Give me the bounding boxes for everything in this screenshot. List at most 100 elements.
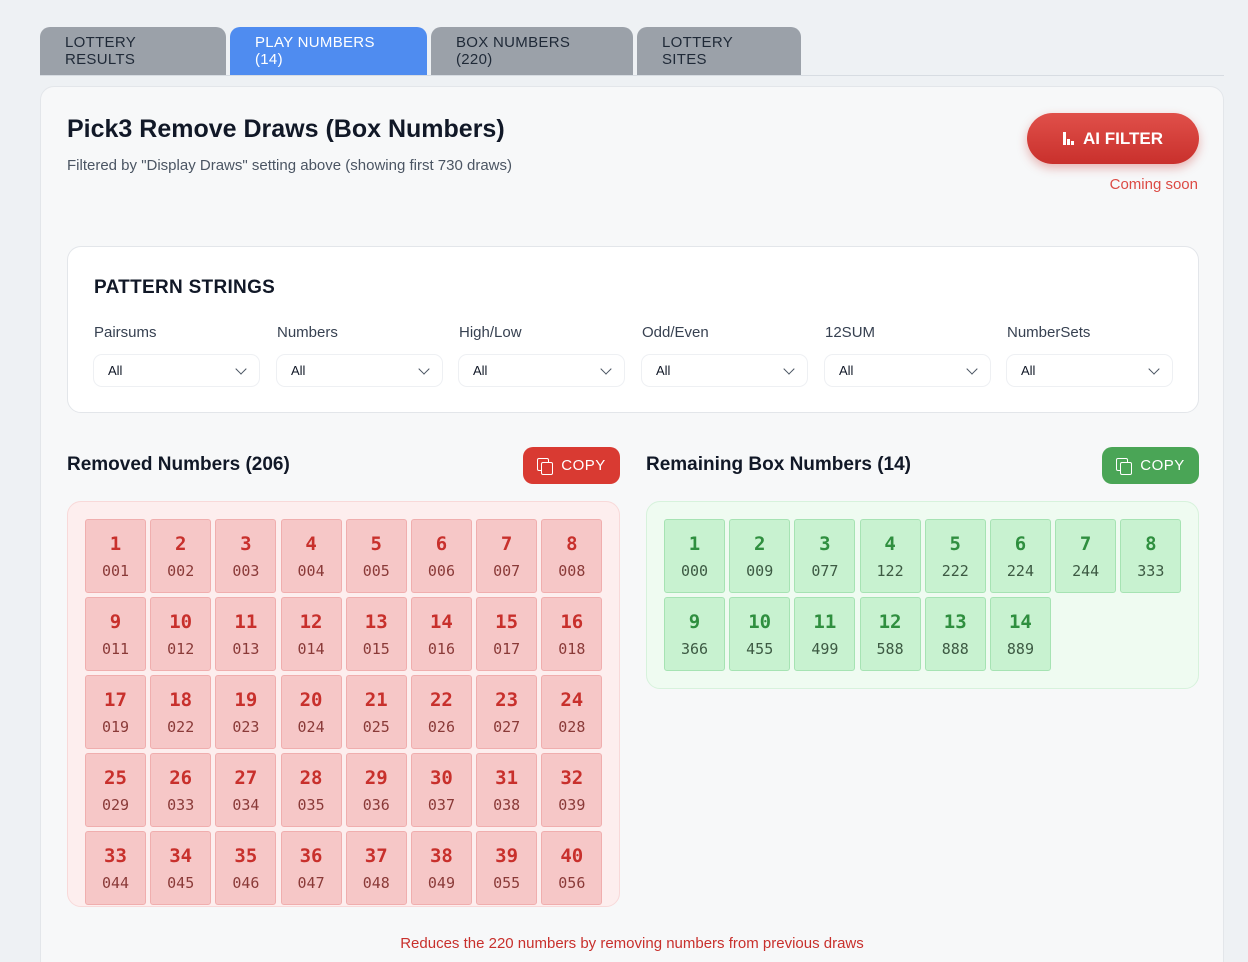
- tab-lottery-sites[interactable]: LOTTERY SITES: [637, 27, 801, 75]
- number-tile[interactable]: 12 014: [280, 597, 342, 671]
- tile-number: 035: [297, 796, 325, 814]
- tile-index: 7: [1079, 533, 1092, 555]
- copy-remaining-button[interactable]: COPY: [1102, 447, 1199, 484]
- number-tile[interactable]: 39 055: [476, 831, 538, 905]
- tile-index: 10: [748, 611, 772, 633]
- tile-number: 122: [876, 562, 904, 580]
- tile-number: 224: [1006, 562, 1034, 580]
- ai-filter-button[interactable]: AI FILTER: [1027, 113, 1199, 164]
- tab-lottery-results[interactable]: LOTTERY RESULTS: [40, 27, 226, 75]
- odd-even-select[interactable]: All: [642, 355, 807, 386]
- number-tile[interactable]: 26 033: [150, 753, 212, 827]
- chevron-down-icon: [235, 362, 247, 375]
- tab-label: BOX NUMBERS (220): [456, 34, 571, 68]
- numbers-select[interactable]: All: [277, 355, 442, 386]
- number-tile[interactable]: 6 224: [989, 519, 1051, 593]
- number-tile[interactable]: 30 037: [410, 753, 472, 827]
- number-tile[interactable]: 3 003: [215, 519, 277, 593]
- tile-number: 014: [297, 640, 325, 658]
- number-tile[interactable]: 35 046: [215, 831, 277, 905]
- number-tile[interactable]: 25 029: [85, 753, 146, 827]
- tile-number: 888: [941, 640, 969, 658]
- filter-pairsums: Pairsums All: [94, 324, 259, 386]
- tile-number: 039: [558, 796, 586, 814]
- number-tile[interactable]: 33 044: [85, 831, 146, 905]
- chevron-down-icon: [418, 362, 430, 375]
- number-tile[interactable]: 5 005: [345, 519, 407, 593]
- number-tile[interactable]: 32 039: [541, 753, 603, 827]
- select-value: All: [1021, 363, 1036, 378]
- tile-number: 222: [941, 562, 969, 580]
- number-tile[interactable]: 4 122: [859, 519, 921, 593]
- filter-12sum: 12SUM All: [825, 324, 990, 386]
- number-tile[interactable]: 19 023: [215, 675, 277, 749]
- tile-index: 40: [560, 845, 584, 867]
- number-tile[interactable]: 2 002: [150, 519, 212, 593]
- number-tile[interactable]: 7 244: [1055, 519, 1117, 593]
- tile-index: 39: [495, 845, 519, 867]
- tile-index: 10: [169, 611, 193, 633]
- number-tile[interactable]: 2 009: [729, 519, 791, 593]
- tile-index: 7: [500, 533, 513, 555]
- number-tile[interactable]: 6 006: [410, 519, 472, 593]
- number-tile[interactable]: 10 012: [150, 597, 212, 671]
- tile-index: 14: [1008, 611, 1032, 633]
- number-tile[interactable]: 9 011: [85, 597, 146, 671]
- number-tile[interactable]: 7 007: [476, 519, 538, 593]
- tile-index: 37: [364, 845, 388, 867]
- number-tile[interactable]: 21 025: [345, 675, 407, 749]
- 12sum-select[interactable]: All: [825, 355, 990, 386]
- number-tile[interactable]: 34 045: [150, 831, 212, 905]
- number-tile[interactable]: 40 056: [541, 831, 603, 905]
- number-tile[interactable]: 9 366: [664, 597, 725, 671]
- number-tile[interactable]: 3 077: [794, 519, 856, 593]
- ai-filter-label: AI FILTER: [1083, 128, 1163, 148]
- number-tile[interactable]: 23 027: [476, 675, 538, 749]
- tile-number: 033: [167, 796, 195, 814]
- number-tile[interactable]: 11 499: [794, 597, 856, 671]
- number-tile[interactable]: 1 001: [85, 519, 146, 593]
- number-tile[interactable]: 36 047: [280, 831, 342, 905]
- high-low-select[interactable]: All: [459, 355, 624, 386]
- number-tile[interactable]: 29 036: [345, 753, 407, 827]
- number-tile[interactable]: 13 015: [345, 597, 407, 671]
- tile-number: 045: [167, 874, 195, 892]
- copy-removed-button[interactable]: COPY: [523, 447, 620, 484]
- filter-label: NumberSets: [1007, 324, 1091, 341]
- number-tile[interactable]: 4 004: [280, 519, 342, 593]
- select-value: All: [473, 363, 488, 378]
- number-tile[interactable]: 1 000: [664, 519, 725, 593]
- number-tile[interactable]: 17 019: [85, 675, 146, 749]
- number-tile[interactable]: 11 013: [215, 597, 277, 671]
- select-value: All: [656, 363, 671, 378]
- numbersets-select[interactable]: All: [1007, 355, 1172, 386]
- number-tile[interactable]: 13 888: [924, 597, 986, 671]
- number-tile[interactable]: 14 889: [989, 597, 1051, 671]
- number-tile[interactable]: 20 024: [280, 675, 342, 749]
- number-tile[interactable]: 37 048: [345, 831, 407, 905]
- tile-number: 024: [297, 718, 325, 736]
- tile-index: 2: [174, 533, 187, 555]
- tile-index: 11: [813, 611, 837, 633]
- pairsums-select[interactable]: All: [94, 355, 259, 386]
- number-tile[interactable]: 22 026: [410, 675, 472, 749]
- number-tile[interactable]: 8 008: [541, 519, 603, 593]
- number-tile[interactable]: 28 035: [280, 753, 342, 827]
- number-tile[interactable]: 27 034: [215, 753, 277, 827]
- number-tile[interactable]: 31 038: [476, 753, 538, 827]
- number-tile[interactable]: 10 455: [729, 597, 791, 671]
- number-tile[interactable]: 12 588: [859, 597, 921, 671]
- number-tile[interactable]: 18 022: [150, 675, 212, 749]
- number-tile[interactable]: 16 018: [541, 597, 603, 671]
- number-tile[interactable]: 8 333: [1120, 519, 1182, 593]
- number-tile[interactable]: 15 017: [476, 597, 538, 671]
- tile-number: 055: [493, 874, 521, 892]
- tab-play-numbers[interactable]: PLAY NUMBERS (14): [230, 27, 427, 75]
- number-tile[interactable]: 24 028: [541, 675, 603, 749]
- tile-number: 018: [558, 640, 586, 658]
- tile-number: 366: [680, 640, 709, 658]
- number-tile[interactable]: 14 016: [410, 597, 472, 671]
- tab-box-numbers[interactable]: BOX NUMBERS (220): [431, 27, 633, 75]
- number-tile[interactable]: 38 049: [410, 831, 472, 905]
- number-tile[interactable]: 5 222: [924, 519, 986, 593]
